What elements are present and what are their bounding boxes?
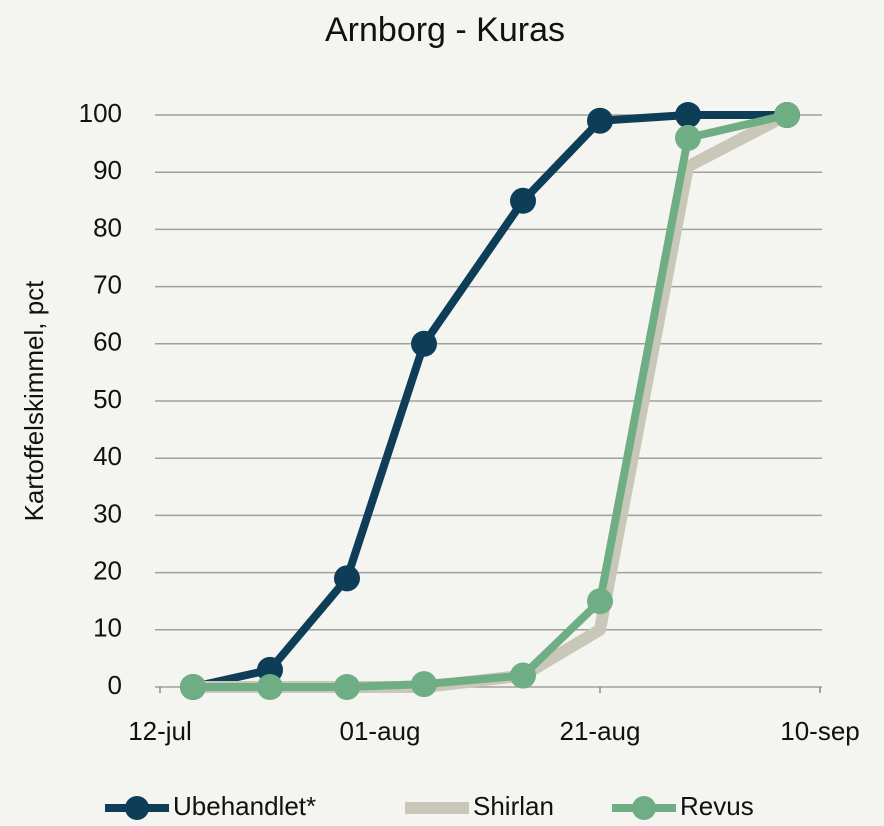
- data-point: [411, 330, 437, 357]
- data-point: [257, 674, 283, 700]
- y-tick-label: 60: [93, 327, 122, 357]
- x-tick-label: 10-sep: [780, 716, 860, 746]
- data-point: [411, 671, 437, 698]
- y-tick-label: 50: [93, 384, 122, 414]
- data-point: [675, 102, 701, 128]
- legend-marker: [125, 796, 149, 820]
- y-tick-label: 20: [93, 555, 122, 585]
- data-point: [510, 187, 536, 214]
- y-tick-label: 70: [93, 269, 122, 299]
- data-point: [334, 674, 360, 700]
- y-tick-label: 10: [93, 613, 122, 643]
- y-tick-label: 30: [93, 498, 122, 528]
- x-tick-label: 12-jul: [128, 716, 192, 746]
- data-point: [334, 565, 360, 592]
- data-point: [180, 674, 206, 700]
- legend-marker: [632, 796, 656, 820]
- legend-label: Revus: [680, 791, 754, 821]
- legend-label: Shirlan: [473, 791, 554, 821]
- y-tick-label: 90: [93, 155, 122, 185]
- y-tick-label: 80: [93, 212, 122, 242]
- y-tick-label: 40: [93, 441, 122, 471]
- chart-title: Arnborg - Kuras: [325, 11, 565, 49]
- y-tick-label: 100: [79, 98, 122, 128]
- data-point: [510, 662, 536, 689]
- y-axis-label: Kartoffelskimmel, pct: [19, 280, 49, 522]
- series-line: [192, 111, 787, 691]
- y-tick-label: 0: [108, 670, 122, 700]
- legend-label: Ubehandlet*: [173, 791, 316, 821]
- data-point: [675, 124, 701, 151]
- data-point: [587, 107, 613, 134]
- data-point: [587, 588, 613, 615]
- x-tick-label: 01-aug: [340, 716, 421, 746]
- x-tick-label: 21-aug: [560, 716, 641, 746]
- data-point: [774, 102, 800, 128]
